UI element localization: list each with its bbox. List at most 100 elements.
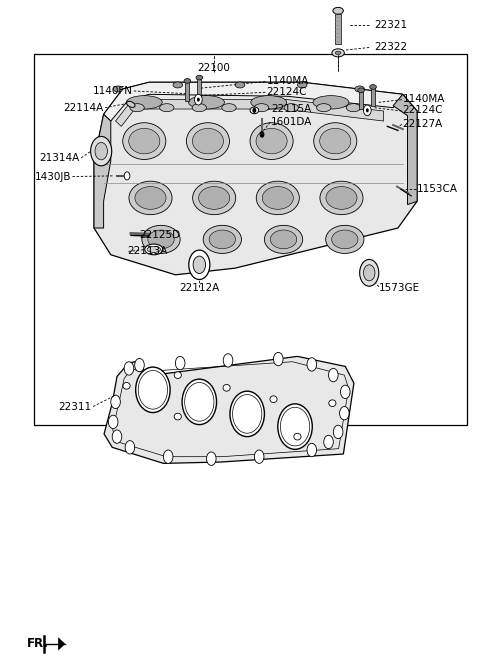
Ellipse shape: [209, 230, 236, 249]
Ellipse shape: [189, 96, 225, 109]
Circle shape: [366, 109, 369, 113]
Circle shape: [124, 362, 134, 375]
Ellipse shape: [130, 104, 144, 112]
Circle shape: [91, 137, 112, 166]
Ellipse shape: [129, 181, 172, 214]
Ellipse shape: [298, 82, 307, 88]
Circle shape: [274, 352, 283, 366]
Circle shape: [363, 265, 375, 281]
Circle shape: [340, 385, 350, 399]
Ellipse shape: [123, 123, 166, 159]
Circle shape: [328, 369, 338, 382]
Text: 22322: 22322: [374, 42, 407, 52]
Ellipse shape: [127, 101, 135, 107]
Ellipse shape: [314, 123, 357, 159]
Ellipse shape: [123, 383, 130, 389]
Ellipse shape: [355, 86, 364, 92]
Ellipse shape: [145, 244, 163, 255]
Circle shape: [197, 98, 200, 102]
Ellipse shape: [135, 186, 166, 209]
Ellipse shape: [270, 396, 277, 403]
Text: 1140MA: 1140MA: [403, 94, 445, 104]
Text: 22114A: 22114A: [63, 103, 104, 113]
Ellipse shape: [203, 225, 241, 253]
Circle shape: [95, 143, 108, 160]
Ellipse shape: [270, 230, 297, 249]
Polygon shape: [116, 100, 384, 127]
Polygon shape: [104, 356, 354, 464]
Ellipse shape: [192, 104, 206, 112]
Circle shape: [324, 436, 333, 449]
Bar: [335, 14, 341, 44]
Ellipse shape: [326, 186, 357, 209]
Ellipse shape: [320, 129, 351, 154]
Ellipse shape: [284, 104, 299, 112]
Ellipse shape: [325, 225, 364, 253]
Ellipse shape: [196, 75, 203, 80]
Circle shape: [189, 250, 210, 279]
Text: 22321: 22321: [374, 20, 407, 30]
Circle shape: [254, 450, 264, 464]
Ellipse shape: [126, 96, 162, 109]
Text: 21314A: 21314A: [39, 153, 80, 163]
Ellipse shape: [159, 104, 174, 112]
Circle shape: [108, 415, 118, 429]
Circle shape: [135, 358, 144, 372]
Circle shape: [163, 450, 173, 464]
Circle shape: [124, 172, 130, 180]
Ellipse shape: [174, 372, 181, 379]
Circle shape: [339, 407, 349, 420]
Ellipse shape: [262, 186, 293, 209]
Text: 1140FN: 1140FN: [92, 86, 132, 96]
Ellipse shape: [223, 385, 230, 391]
Ellipse shape: [332, 49, 344, 57]
Text: 22115A: 22115A: [271, 104, 312, 114]
Ellipse shape: [317, 104, 331, 112]
Bar: [197, 78, 201, 98]
Text: 1430JB: 1430JB: [35, 172, 72, 182]
Ellipse shape: [335, 51, 341, 54]
Circle shape: [307, 444, 317, 457]
Ellipse shape: [148, 230, 174, 249]
Ellipse shape: [142, 225, 180, 253]
Text: 1140MA: 1140MA: [266, 76, 309, 86]
Polygon shape: [393, 94, 417, 204]
Ellipse shape: [256, 181, 300, 214]
Ellipse shape: [358, 88, 364, 92]
Text: 22125D: 22125D: [140, 230, 180, 240]
Ellipse shape: [192, 129, 224, 154]
Ellipse shape: [182, 379, 216, 425]
Circle shape: [333, 425, 343, 439]
Ellipse shape: [313, 96, 349, 109]
Text: 22112A: 22112A: [179, 283, 219, 293]
Ellipse shape: [192, 181, 236, 214]
Ellipse shape: [199, 186, 230, 209]
Text: 22124C: 22124C: [403, 105, 443, 115]
Bar: [185, 81, 189, 101]
Ellipse shape: [346, 104, 360, 112]
Ellipse shape: [174, 413, 181, 420]
Circle shape: [125, 441, 135, 454]
Text: 1573GE: 1573GE: [379, 283, 420, 293]
Polygon shape: [104, 82, 403, 121]
Circle shape: [193, 256, 205, 273]
Circle shape: [206, 452, 216, 466]
Circle shape: [112, 430, 122, 444]
Circle shape: [223, 354, 233, 367]
Ellipse shape: [222, 104, 236, 112]
Ellipse shape: [184, 78, 191, 83]
Circle shape: [360, 259, 379, 286]
Bar: [359, 90, 363, 109]
Circle shape: [307, 358, 317, 371]
Polygon shape: [58, 637, 65, 651]
Text: FR.: FR.: [27, 637, 49, 651]
Ellipse shape: [294, 433, 301, 440]
Ellipse shape: [230, 391, 264, 437]
Ellipse shape: [235, 82, 245, 88]
Ellipse shape: [251, 96, 287, 109]
Ellipse shape: [332, 230, 358, 249]
Ellipse shape: [250, 123, 293, 159]
Ellipse shape: [320, 181, 363, 214]
Ellipse shape: [278, 404, 312, 450]
Circle shape: [175, 356, 185, 370]
